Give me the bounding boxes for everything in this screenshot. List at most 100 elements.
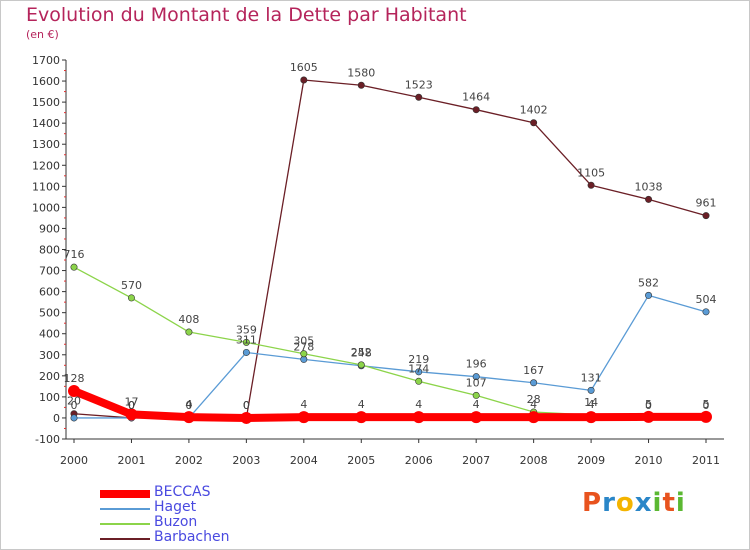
data-point-buzon (185, 328, 193, 336)
data-label-barbachen: 1464 (462, 91, 490, 104)
data-point-haget (472, 373, 480, 381)
y-tick-label: 1100 (32, 180, 60, 193)
data-point-haget (645, 291, 653, 299)
data-label-buzon: 107 (466, 376, 487, 389)
y-tick-label: 600 (39, 286, 60, 299)
chart-title: Evolution du Montant de la Dette par Hab… (26, 4, 467, 26)
data-point-beccas (240, 411, 253, 424)
data-label-barbachen: 961 (696, 197, 717, 210)
data-label-barbachen: 1402 (520, 104, 548, 117)
data-point-barbachen (300, 76, 308, 84)
data-label-haget: 311 (236, 333, 257, 346)
data-point-haget (587, 386, 595, 394)
series-line-haget (73, 294, 707, 419)
data-point-buzon (415, 377, 423, 385)
data-label-haget: 278 (293, 340, 314, 353)
data-label-haget: 219 (408, 353, 429, 366)
data-point-barbachen (530, 119, 538, 127)
data-label-buzon: 0 (645, 399, 652, 412)
x-tick-label: 2007 (462, 454, 490, 467)
data-label-buzon: 570 (121, 279, 142, 292)
proxiti-logo: Proxiti (582, 488, 686, 518)
data-label-barbachen: 20 (67, 395, 81, 408)
data-label-beccas: 5 (645, 398, 652, 411)
data-point-haget (530, 379, 538, 387)
x-tick-label: 2001 (117, 454, 145, 467)
legend-label-buzon: Buzon (154, 514, 198, 530)
y-tick-label: 500 (39, 307, 60, 320)
logo-letter: o (615, 488, 635, 518)
data-point-beccas (125, 408, 138, 421)
y-tick-label: 100 (39, 391, 60, 404)
x-tick-label: 2003 (232, 454, 260, 467)
data-label-buzon: 252 (351, 346, 372, 359)
series-line-buzon (73, 266, 707, 419)
y-tick-label: 200 (39, 370, 60, 383)
data-label-beccas: 128 (64, 372, 85, 385)
data-label-beccas: 4 (358, 398, 365, 411)
data-point-beccas (182, 411, 195, 424)
data-label-haget: 167 (523, 364, 544, 377)
data-label-buzon: 174 (408, 362, 429, 375)
y-tick-label: 300 (39, 349, 60, 362)
data-point-beccas (355, 411, 368, 424)
data-label-barbachen: 1605 (290, 61, 318, 74)
data-point-barbachen (472, 106, 480, 114)
data-label-barbachen: 4 (185, 398, 192, 411)
data-point-beccas (527, 411, 540, 424)
data-label-buzon: 716 (64, 248, 85, 261)
data-point-barbachen (415, 93, 423, 101)
data-label-beccas: 17 (124, 395, 138, 408)
series-line-barbachen (73, 79, 707, 419)
data-point-buzon (357, 361, 365, 369)
data-point-beccas (297, 411, 310, 424)
legend-swatch-buzon (100, 523, 150, 525)
y-tick-label: 1500 (32, 96, 60, 109)
x-tick-label: 2000 (60, 454, 88, 467)
data-label-haget: 131 (581, 371, 602, 384)
data-point-beccas (585, 411, 598, 424)
data-label-beccas: 4 (185, 398, 192, 411)
data-label-haget: 582 (638, 276, 659, 289)
y-tick-label: 1300 (32, 138, 60, 151)
legend-swatch-haget (100, 508, 150, 510)
data-point-barbachen (587, 181, 595, 189)
data-label-barbachen: 1580 (347, 66, 375, 79)
x-tick-label: 2010 (635, 454, 663, 467)
data-label-haget: 196 (466, 358, 487, 371)
data-label-beccas: 4 (588, 398, 595, 411)
data-label-barbachen: 1105 (577, 166, 605, 179)
x-tick-label: 2011 (692, 454, 720, 467)
data-label-haget: 0 (71, 399, 78, 412)
data-label-buzon: 28 (527, 393, 541, 406)
legend-label-beccas: BECCAS (154, 484, 211, 500)
y-tick-label: 900 (39, 222, 60, 235)
y-tick-label: 1200 (32, 159, 60, 172)
logo-letter: t (662, 488, 676, 518)
y-tick-label: 800 (39, 244, 60, 257)
data-label-beccas: 5 (703, 398, 710, 411)
data-label-buzon: 408 (178, 313, 199, 326)
x-tick-label: 2008 (520, 454, 548, 467)
data-point-buzon (127, 294, 135, 302)
logo-letter: r (602, 488, 616, 518)
data-point-buzon (300, 350, 308, 358)
x-tick-label: 2006 (405, 454, 433, 467)
y-tick-label: 1600 (32, 75, 60, 88)
data-point-haget (415, 368, 423, 376)
data-point-beccas (470, 411, 483, 424)
data-label-beccas: 4 (300, 398, 307, 411)
data-point-buzon (472, 391, 480, 399)
logo-letter: i (675, 488, 686, 518)
x-tick-label: 2002 (175, 454, 203, 467)
series-line-beccas (70, 386, 710, 422)
data-point-barbachen (357, 81, 365, 89)
data-label-haget: 504 (696, 293, 717, 306)
legend-label-barbachen: Barbachen (154, 529, 230, 545)
y-tick-label: 1000 (32, 201, 60, 214)
data-label-barbachen: 1523 (405, 78, 433, 91)
x-tick-label: 2005 (347, 454, 375, 467)
x-tick-label: 2004 (290, 454, 318, 467)
y-tick-label: 400 (39, 328, 60, 341)
